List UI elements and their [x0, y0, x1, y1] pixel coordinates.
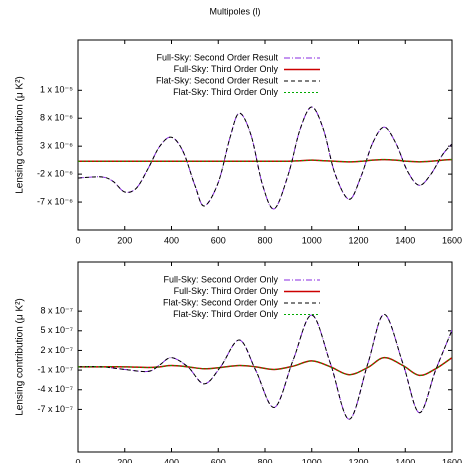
x-tick-label: 1000 [302, 235, 322, 245]
x-tick-label: 1400 [395, 457, 415, 463]
x-tick-label: 0 [75, 235, 80, 245]
x-tick-label: 200 [117, 235, 132, 245]
series-line [78, 313, 452, 420]
x-tick-label: 600 [211, 457, 226, 463]
x-tick-label: 1600 [442, 457, 462, 463]
legend-label: Full-Sky: Third Order Only [174, 64, 279, 74]
x-tick-label: 1600 [442, 235, 462, 245]
y-tick-label: -2 x 10⁻⁶ [37, 168, 73, 178]
y-tick-label: 5 x 10⁻⁷ [40, 325, 73, 335]
x-tick-label: 1200 [348, 457, 368, 463]
legend-label: Flat-Sky: Third Order Only [173, 87, 278, 97]
legend-label: Flat-Sky: Second Order Result [156, 75, 279, 85]
legend-label: Full-Sky: Second Order Only [163, 274, 278, 284]
x-tick-label: 1400 [395, 235, 415, 245]
legend-label: Flat-Sky: Second Order Only [163, 297, 279, 307]
y-tick-label: -7 x 10⁻⁷ [37, 404, 73, 414]
series-line [78, 357, 452, 376]
legend-label: Flat-Sky: Third Order Only [173, 309, 278, 319]
y-tick-label: 2 x 10⁻⁷ [40, 345, 73, 355]
y-tick-label: 8 x 10⁻⁶ [40, 113, 73, 123]
legend-label: Full-Sky: Second Order Result [156, 52, 278, 62]
x-tick-label: 600 [211, 235, 226, 245]
y-axis-label: Lensing contribution (μ K²) [15, 298, 26, 416]
chart-title: Multipoles (l) [209, 6, 260, 16]
y-axis-label: Lensing contribution (μ K²) [15, 76, 26, 194]
y-tick-label: -7 x 10⁻⁶ [37, 196, 73, 206]
x-tick-label: 400 [164, 235, 179, 245]
y-tick-label: -1 x 10⁻⁷ [37, 364, 73, 374]
series-line [78, 106, 452, 210]
x-tick-label: 0 [75, 457, 80, 463]
series-line [78, 159, 452, 163]
legend-label: Full-Sky: Third Order Only [174, 286, 279, 296]
x-tick-label: 1200 [348, 235, 368, 245]
x-tick-label: 800 [257, 457, 272, 463]
x-tick-label: 800 [257, 235, 272, 245]
y-tick-label: -4 x 10⁻⁷ [37, 384, 73, 394]
x-tick-label: 1000 [302, 457, 322, 463]
series-line [78, 356, 452, 377]
x-tick-label: 200 [117, 457, 132, 463]
y-tick-label: 8 x 10⁻⁷ [40, 306, 73, 316]
y-tick-label: 3 x 10⁻⁶ [40, 141, 73, 151]
y-tick-label: 1 x 10⁻⁵ [40, 85, 73, 95]
x-tick-label: 400 [164, 457, 179, 463]
